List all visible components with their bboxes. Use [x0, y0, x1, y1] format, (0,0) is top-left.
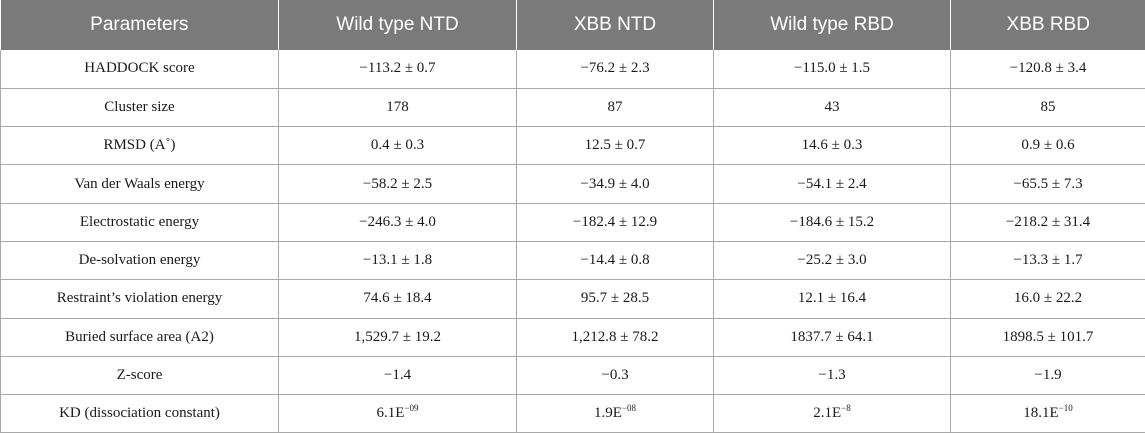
table-cell: 1898.5 ± 101.7 — [951, 318, 1145, 356]
header-cell: XBB NTD — [517, 0, 714, 50]
header-cell: Wild type RBD — [714, 0, 951, 50]
kd-base: 2.1E — [813, 405, 841, 421]
table-cell: 178 — [279, 88, 517, 126]
kd-exponent: −8 — [841, 403, 851, 413]
table-cell: −14.4 ± 0.8 — [517, 241, 714, 279]
table-cell: 43 — [714, 88, 951, 126]
row-label: KD (dissociation constant) — [1, 395, 279, 433]
table-cell: 0.4 ± 0.3 — [279, 127, 517, 165]
kd-exponent: −08 — [622, 403, 636, 413]
table-row: Buried surface area (A2) 1,529.7 ± 19.2 … — [1, 318, 1145, 356]
kd-base: 6.1E — [377, 405, 405, 421]
table-cell: −184.6 ± 15.2 — [714, 203, 951, 241]
table-row: Cluster size 178 87 43 85 — [1, 88, 1145, 126]
table-cell: −25.2 ± 3.0 — [714, 241, 951, 279]
table-cell: −58.2 ± 2.5 — [279, 165, 517, 203]
table-cell: 1837.7 ± 64.1 — [714, 318, 951, 356]
table-cell: 14.6 ± 0.3 — [714, 127, 951, 165]
table-cell: −1.4 — [279, 356, 517, 394]
table-cell: 1.9E−08 — [517, 395, 714, 433]
row-label: Cluster size — [1, 88, 279, 126]
table-cell: 2.1E−8 — [714, 395, 951, 433]
table-row: RMSD (A˚) 0.4 ± 0.3 12.5 ± 0.7 14.6 ± 0.… — [1, 127, 1145, 165]
row-label: Restraint’s violation energy — [1, 280, 279, 318]
table-cell: 74.6 ± 18.4 — [279, 280, 517, 318]
table-cell: 12.1 ± 16.4 — [714, 280, 951, 318]
table-cell: −113.2 ± 0.7 — [279, 50, 517, 88]
header-cell: Parameters — [1, 0, 279, 50]
row-label: De-solvation energy — [1, 241, 279, 279]
row-label: Buried surface area (A2) — [1, 318, 279, 356]
row-label: Van der Waals energy — [1, 165, 279, 203]
row-label: RMSD (A˚) — [1, 127, 279, 165]
table-cell: −120.8 ± 3.4 — [951, 50, 1145, 88]
table-cell: 0.9 ± 0.6 — [951, 127, 1145, 165]
table-cell: −218.2 ± 31.4 — [951, 203, 1145, 241]
table-row-kd: KD (dissociation constant) 6.1E−09 1.9E−… — [1, 395, 1145, 433]
header-row: Parameters Wild type NTD XBB NTD Wild ty… — [1, 0, 1145, 50]
table-row: Electrostatic energy −246.3 ± 4.0 −182.4… — [1, 203, 1145, 241]
table-cell: −115.0 ± 1.5 — [714, 50, 951, 88]
table-row: De-solvation energy −13.1 ± 1.8 −14.4 ± … — [1, 241, 1145, 279]
table-cell: −13.3 ± 1.7 — [951, 241, 1145, 279]
kd-exponent: −09 — [404, 403, 418, 413]
table-cell: −76.2 ± 2.3 — [517, 50, 714, 88]
table-cell: 1,529.7 ± 19.2 — [279, 318, 517, 356]
row-label: Z-score — [1, 356, 279, 394]
table-cell: 95.7 ± 28.5 — [517, 280, 714, 318]
table-cell: 85 — [951, 88, 1145, 126]
table-cell: −65.5 ± 7.3 — [951, 165, 1145, 203]
table-cell: −1.3 — [714, 356, 951, 394]
table-cell: −0.3 — [517, 356, 714, 394]
table-cell: 18.1E−10 — [951, 395, 1145, 433]
kd-exponent: −10 — [1059, 403, 1073, 413]
row-label: HADDOCK score — [1, 50, 279, 88]
kd-base: 18.1E — [1023, 405, 1058, 421]
table-cell: −34.9 ± 4.0 — [517, 165, 714, 203]
table-cell: 16.0 ± 22.2 — [951, 280, 1145, 318]
table-cell: −246.3 ± 4.0 — [279, 203, 517, 241]
kd-base: 1.9E — [594, 405, 622, 421]
table-row: Van der Waals energy −58.2 ± 2.5 −34.9 ±… — [1, 165, 1145, 203]
header-cell: Wild type NTD — [279, 0, 517, 50]
header-cell: XBB RBD — [951, 0, 1145, 50]
row-label: Electrostatic energy — [1, 203, 279, 241]
table-cell: −182.4 ± 12.9 — [517, 203, 714, 241]
table-row: Z-score −1.4 −0.3 −1.3 −1.9 — [1, 356, 1145, 394]
table-row: Restraint’s violation energy 74.6 ± 18.4… — [1, 280, 1145, 318]
table-row: HADDOCK score −113.2 ± 0.7 −76.2 ± 2.3 −… — [1, 50, 1145, 88]
table-cell: −1.9 — [951, 356, 1145, 394]
table-cell: 6.1E−09 — [279, 395, 517, 433]
table-cell: 12.5 ± 0.7 — [517, 127, 714, 165]
table-cell: −13.1 ± 1.8 — [279, 241, 517, 279]
table-cell: 1,212.8 ± 78.2 — [517, 318, 714, 356]
table-cell: −54.1 ± 2.4 — [714, 165, 951, 203]
table-cell: 87 — [517, 88, 714, 126]
